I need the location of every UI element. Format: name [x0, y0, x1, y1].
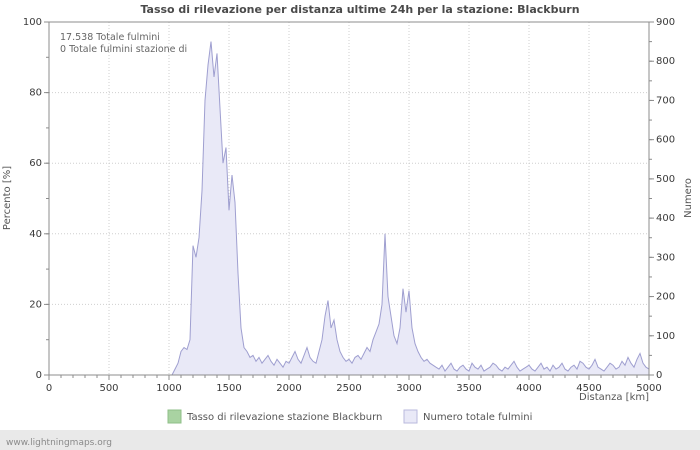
- svg-text:3500: 3500: [456, 383, 481, 394]
- svg-text:100: 100: [656, 331, 675, 342]
- svg-text:300: 300: [656, 252, 675, 263]
- legend-swatch-total-lightning: [403, 409, 418, 424]
- svg-text:900: 900: [656, 17, 675, 28]
- svg-text:1500: 1500: [216, 383, 241, 394]
- svg-text:800: 800: [656, 56, 675, 67]
- lightningmaps-link[interactable]: www.lightningmaps.org: [6, 438, 112, 448]
- svg-text:100: 100: [23, 17, 42, 28]
- legend-label-detection-rate: Tasso di rilevazione stazione Blackburn: [186, 412, 382, 423]
- y-axis-label-left: Percento [%]: [2, 166, 13, 230]
- y-axis-label-right: Numero: [683, 178, 694, 218]
- chart-title: Tasso di rilevazione per distanza ultime…: [140, 3, 579, 16]
- svg-text:0: 0: [46, 383, 52, 394]
- svg-text:3000: 3000: [396, 383, 421, 394]
- svg-text:200: 200: [656, 292, 675, 303]
- svg-text:80: 80: [29, 88, 42, 99]
- plot-area: 0 500 1000 1500 2000 2500 3000 3500 4000 4500 5000…: [23, 17, 675, 394]
- svg-text:40: 40: [29, 229, 42, 240]
- svg-text:20: 20: [29, 299, 42, 310]
- svg-text:2000: 2000: [276, 383, 301, 394]
- svg-text:400: 400: [656, 213, 675, 224]
- legend-label-total-lightning: Numero totale fulmini: [423, 412, 532, 423]
- svg-text:2500: 2500: [336, 383, 361, 394]
- footer-bar: www.lightningmaps.org: [0, 430, 700, 450]
- svg-text:700: 700: [656, 95, 675, 106]
- svg-text:500: 500: [99, 383, 118, 394]
- svg-text:500: 500: [656, 174, 675, 185]
- svg-text:0: 0: [36, 370, 42, 381]
- svg-text:0: 0: [656, 370, 662, 381]
- legend-swatch-detection-rate: [167, 409, 182, 424]
- svg-text:600: 600: [656, 135, 675, 146]
- annotation-station-lightning: 0 Totale fulmini stazione di: [60, 44, 187, 55]
- legend: Tasso di rilevazione stazione Blackburn …: [167, 409, 532, 424]
- svg-text:5000: 5000: [636, 383, 661, 394]
- svg-text:4000: 4000: [516, 383, 541, 394]
- svg-text:60: 60: [29, 158, 42, 169]
- chart: Tasso di rilevazione per distanza ultime…: [2, 3, 694, 424]
- x-axis-label: Distanza [km]: [579, 392, 649, 403]
- svg-text:1000: 1000: [156, 383, 181, 394]
- annotation-total-lightning: 17.538 Totale fulmini: [60, 32, 160, 43]
- svg-text:4500: 4500: [576, 383, 601, 394]
